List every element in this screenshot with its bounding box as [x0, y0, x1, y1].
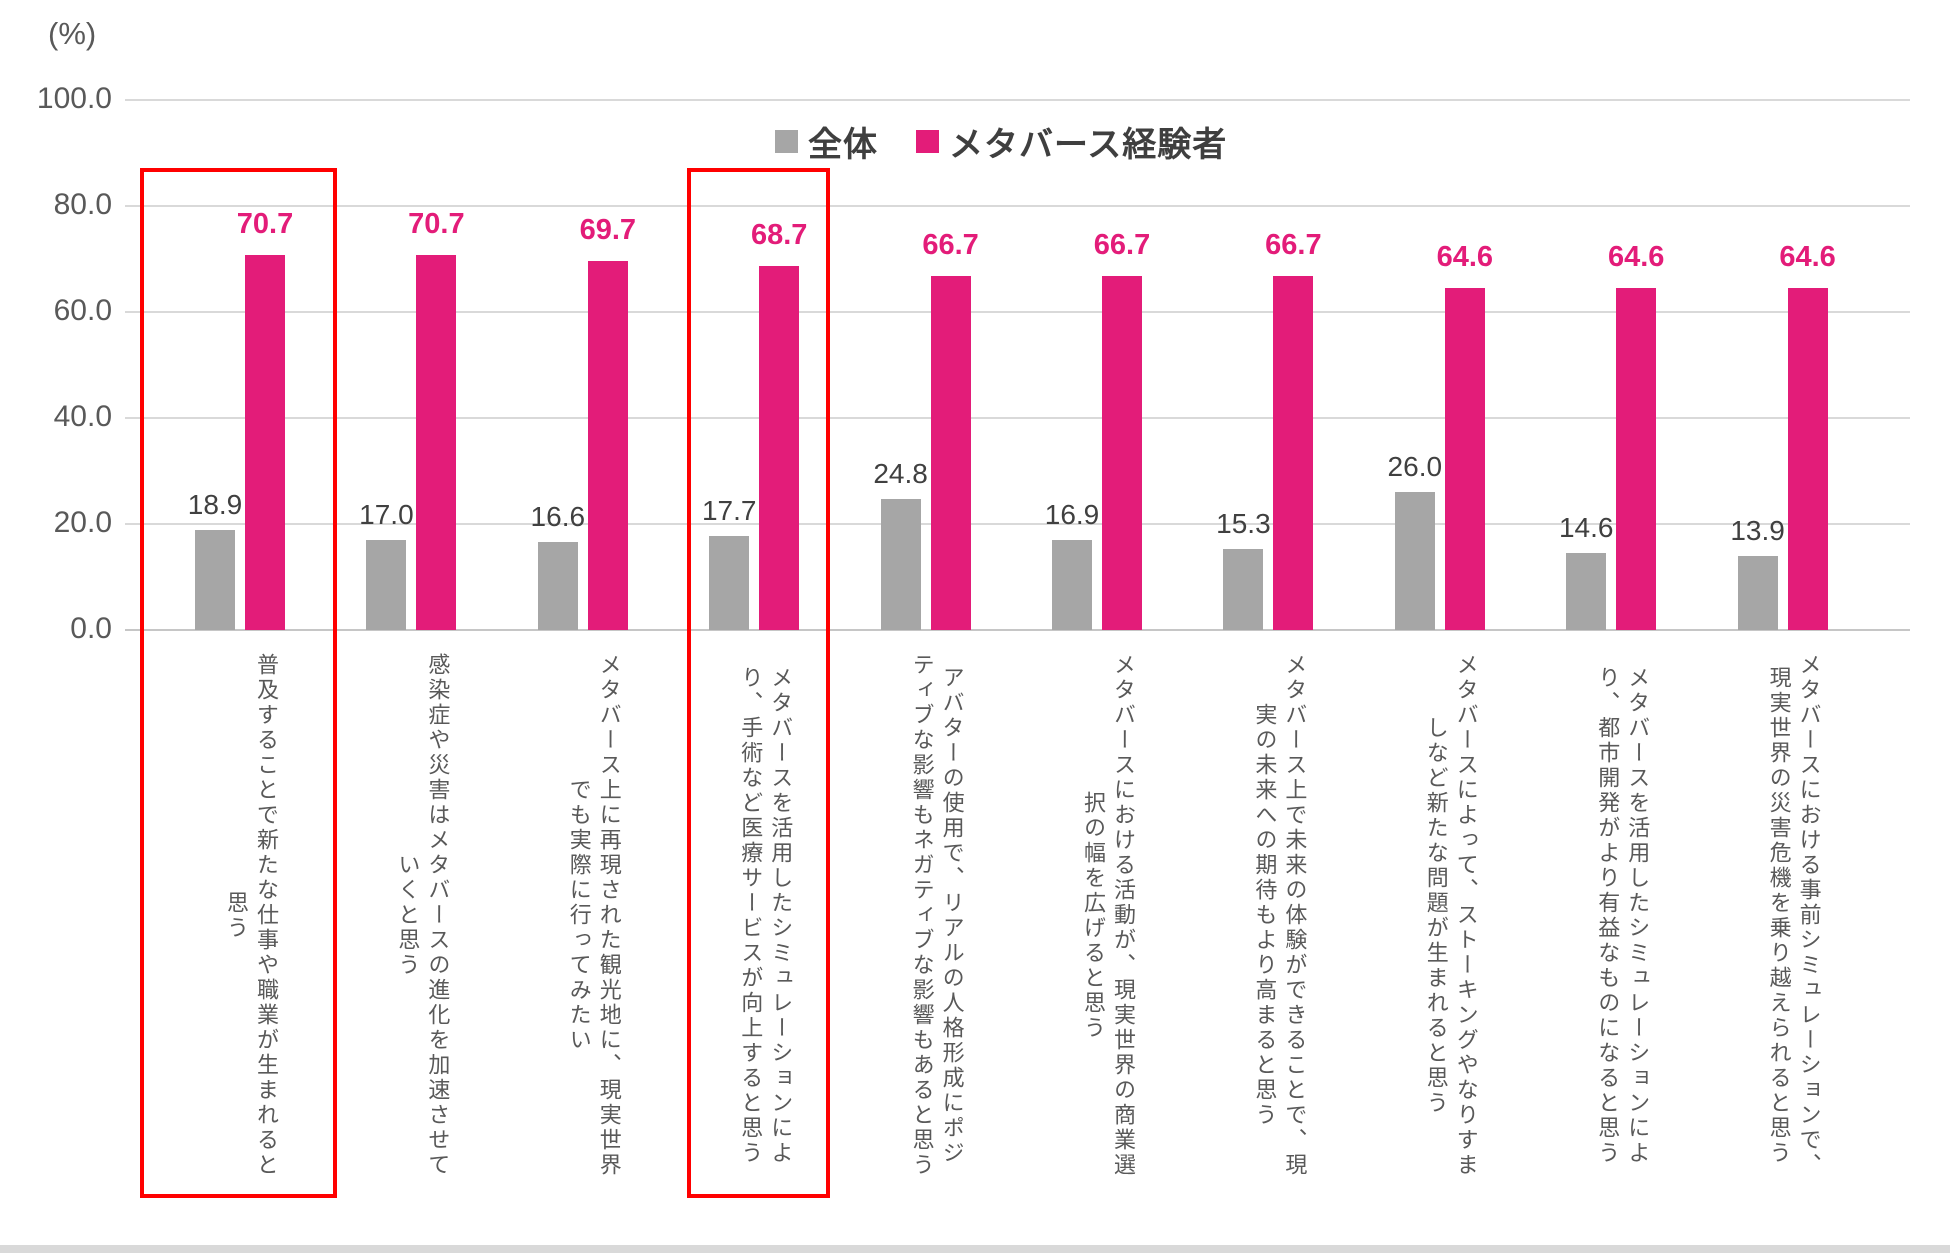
gridline — [125, 311, 1910, 313]
legend-label: 全体 — [808, 125, 878, 164]
gridline — [125, 629, 1910, 631]
category-label-line: 思う — [224, 890, 249, 941]
category-label-line: メタバース上に再現された観光地に、現実世界 — [596, 653, 622, 1178]
value-label-metaverse-experienced: 66.7 — [1265, 229, 1322, 262]
category-label-line: メタバース上で未来の体験ができることで、現 — [1282, 653, 1308, 1178]
category-label-line: 択の幅を広げると思う — [1081, 790, 1106, 1041]
y-axis-tick-label: 100.0 — [36, 82, 112, 115]
legend: 全体 メタバース経験者 — [775, 118, 1227, 164]
bar-overall — [1737, 556, 1778, 630]
category-label-line: メタバースを活用したシミュレーションによ — [768, 665, 794, 1166]
bar-overall — [880, 498, 921, 630]
value-label-overall: 13.9 — [1730, 515, 1785, 547]
bar-overall — [1566, 552, 1607, 630]
y-axis-tick-label: 0.0 — [70, 612, 112, 645]
category-label: メタバースを活用したシミュレーションによ り、都市開発がより有益なものになると思う — [1501, 643, 1656, 1188]
category-label: メタバースを活用したシミュレーションによ り、手術など医療サービスが向上すると思う — [644, 643, 799, 1188]
category-label-line: 現実世界の災害危機を乗り越えられると思う — [1766, 665, 1792, 1166]
legend-item: メタバース経験者 — [916, 117, 1227, 166]
bar-metaverse-experienced — [245, 255, 285, 630]
gridline — [125, 417, 1910, 419]
category-label-line: ティブな影響もネガティブな影響もあると思う — [909, 653, 935, 1178]
category-label-line: しなど新たな問題が生まれると思う — [1423, 715, 1449, 1116]
value-label-overall: 16.9 — [1044, 499, 1100, 531]
bar-metaverse-experienced — [1787, 287, 1828, 630]
bar-overall — [1052, 540, 1092, 630]
category-label-line: メタバースにおける事前シミュレーションで、 — [1796, 653, 1822, 1178]
y-axis-tick-label: 40.0 — [53, 400, 112, 433]
bar-metaverse-experienced — [930, 276, 971, 630]
value-label-metaverse-experienced: 70.7 — [408, 208, 465, 241]
category-label: 普及することで新たな仕事や職業が生まれると 思う — [130, 643, 285, 1188]
legend-item: 全体 — [775, 117, 878, 166]
bar-metaverse-experienced — [759, 265, 800, 630]
legend-swatch — [775, 129, 798, 153]
category-label-line: り、手術など医療サービスが向上すると思う — [738, 665, 764, 1166]
value-label-overall: 26.0 — [1387, 451, 1443, 483]
category-label: メタバース上で未来の体験ができることで、現 実の未来への期待もより高まると思う — [1158, 643, 1313, 1188]
bar-overall — [537, 542, 578, 630]
bar-metaverse-experienced — [1102, 276, 1142, 630]
category-label-line: 普及することで新たな仕事や職業が生まれると — [254, 653, 279, 1178]
value-label-metaverse-experienced: 69.7 — [579, 213, 637, 246]
category-label: メタバース上に再現された観光地に、現実世界 でも実際に行ってみたい — [473, 643, 628, 1188]
bar-metaverse-experienced — [1444, 287, 1485, 630]
value-label-metaverse-experienced: 64.6 — [1436, 240, 1494, 273]
category-label: 感染症や災害はメタバースの進化を加速させて いくと思う — [301, 643, 456, 1188]
value-label-overall: 15.3 — [1216, 507, 1271, 539]
bar-metaverse-experienced — [587, 260, 628, 630]
value-label-metaverse-experienced: 66.7 — [922, 229, 979, 262]
category-label-line: メタバースを活用したシミュレーションによ — [1625, 665, 1651, 1166]
category-label-line: メタバースによって、ストーキングやなりすま — [1453, 653, 1479, 1178]
value-label-metaverse-experienced: 70.7 — [236, 208, 294, 241]
category-label-line: メタバースにおける活動が、現実世界の商業選 — [1111, 653, 1136, 1178]
bottom-edge-strip — [0, 1245, 1950, 1253]
category-label: メタバースによって、ストーキングやなりすま しなど新たな問題が生まれると思う — [1330, 643, 1485, 1188]
bar-overall — [1394, 492, 1435, 630]
value-label-metaverse-experienced: 64.6 — [1607, 240, 1665, 273]
y-axis-tick-label: 20.0 — [53, 506, 112, 539]
legend-swatch — [916, 129, 939, 153]
bar-overall — [366, 539, 407, 630]
value-label-overall: 14.6 — [1558, 511, 1614, 543]
value-label-metaverse-experienced: 66.7 — [1093, 229, 1151, 262]
y-axis-unit-label: (%) — [48, 16, 97, 51]
category-label-line: でも実際に行ってみたい — [566, 778, 592, 1053]
value-label-overall: 17.0 — [359, 498, 414, 530]
bar-overall — [195, 529, 235, 630]
category-label-line: アバターの使用で、リアルの人格形成にポジ — [939, 665, 965, 1166]
value-label-overall: 17.7 — [701, 495, 757, 527]
value-label-metaverse-experienced: 64.6 — [1779, 240, 1836, 273]
value-label-overall: 16.6 — [530, 501, 586, 533]
bar-metaverse-experienced — [1273, 276, 1314, 630]
legend-label: メタバース経験者 — [949, 125, 1228, 164]
category-label: メタバースにおける事前シミュレーションで、 現実世界の災害危機を乗り越えられると思… — [1673, 643, 1828, 1188]
bar-metaverse-experienced — [416, 255, 457, 630]
bar-overall — [709, 536, 750, 630]
category-label-line: り、都市開発がより有益なものになると思う — [1595, 665, 1621, 1166]
value-label-metaverse-experienced: 68.7 — [750, 218, 808, 251]
gridline — [125, 523, 1910, 525]
category-label-line: いくと思う — [395, 853, 421, 978]
y-axis-tick-label: 80.0 — [53, 188, 112, 221]
y-axis-tick-label: 60.0 — [53, 294, 112, 327]
value-label-overall: 24.8 — [873, 457, 928, 489]
bar-metaverse-experienced — [1616, 287, 1657, 630]
category-label-line: 実の未来への期待もより高まると思う — [1252, 703, 1278, 1128]
category-label-line: 感染症や災害はメタバースの進化を加速させて — [425, 653, 451, 1178]
bar-overall — [1223, 548, 1264, 630]
value-label-overall: 18.9 — [187, 488, 243, 520]
category-label: メタバースにおける活動が、現実世界の商業選 択の幅を広げると思う — [987, 643, 1142, 1188]
gridline — [125, 99, 1910, 101]
gridline — [125, 205, 1910, 207]
category-label: アバターの使用で、リアルの人格形成にポジ ティブな影響もネガティブな影響もあると思… — [816, 643, 971, 1188]
